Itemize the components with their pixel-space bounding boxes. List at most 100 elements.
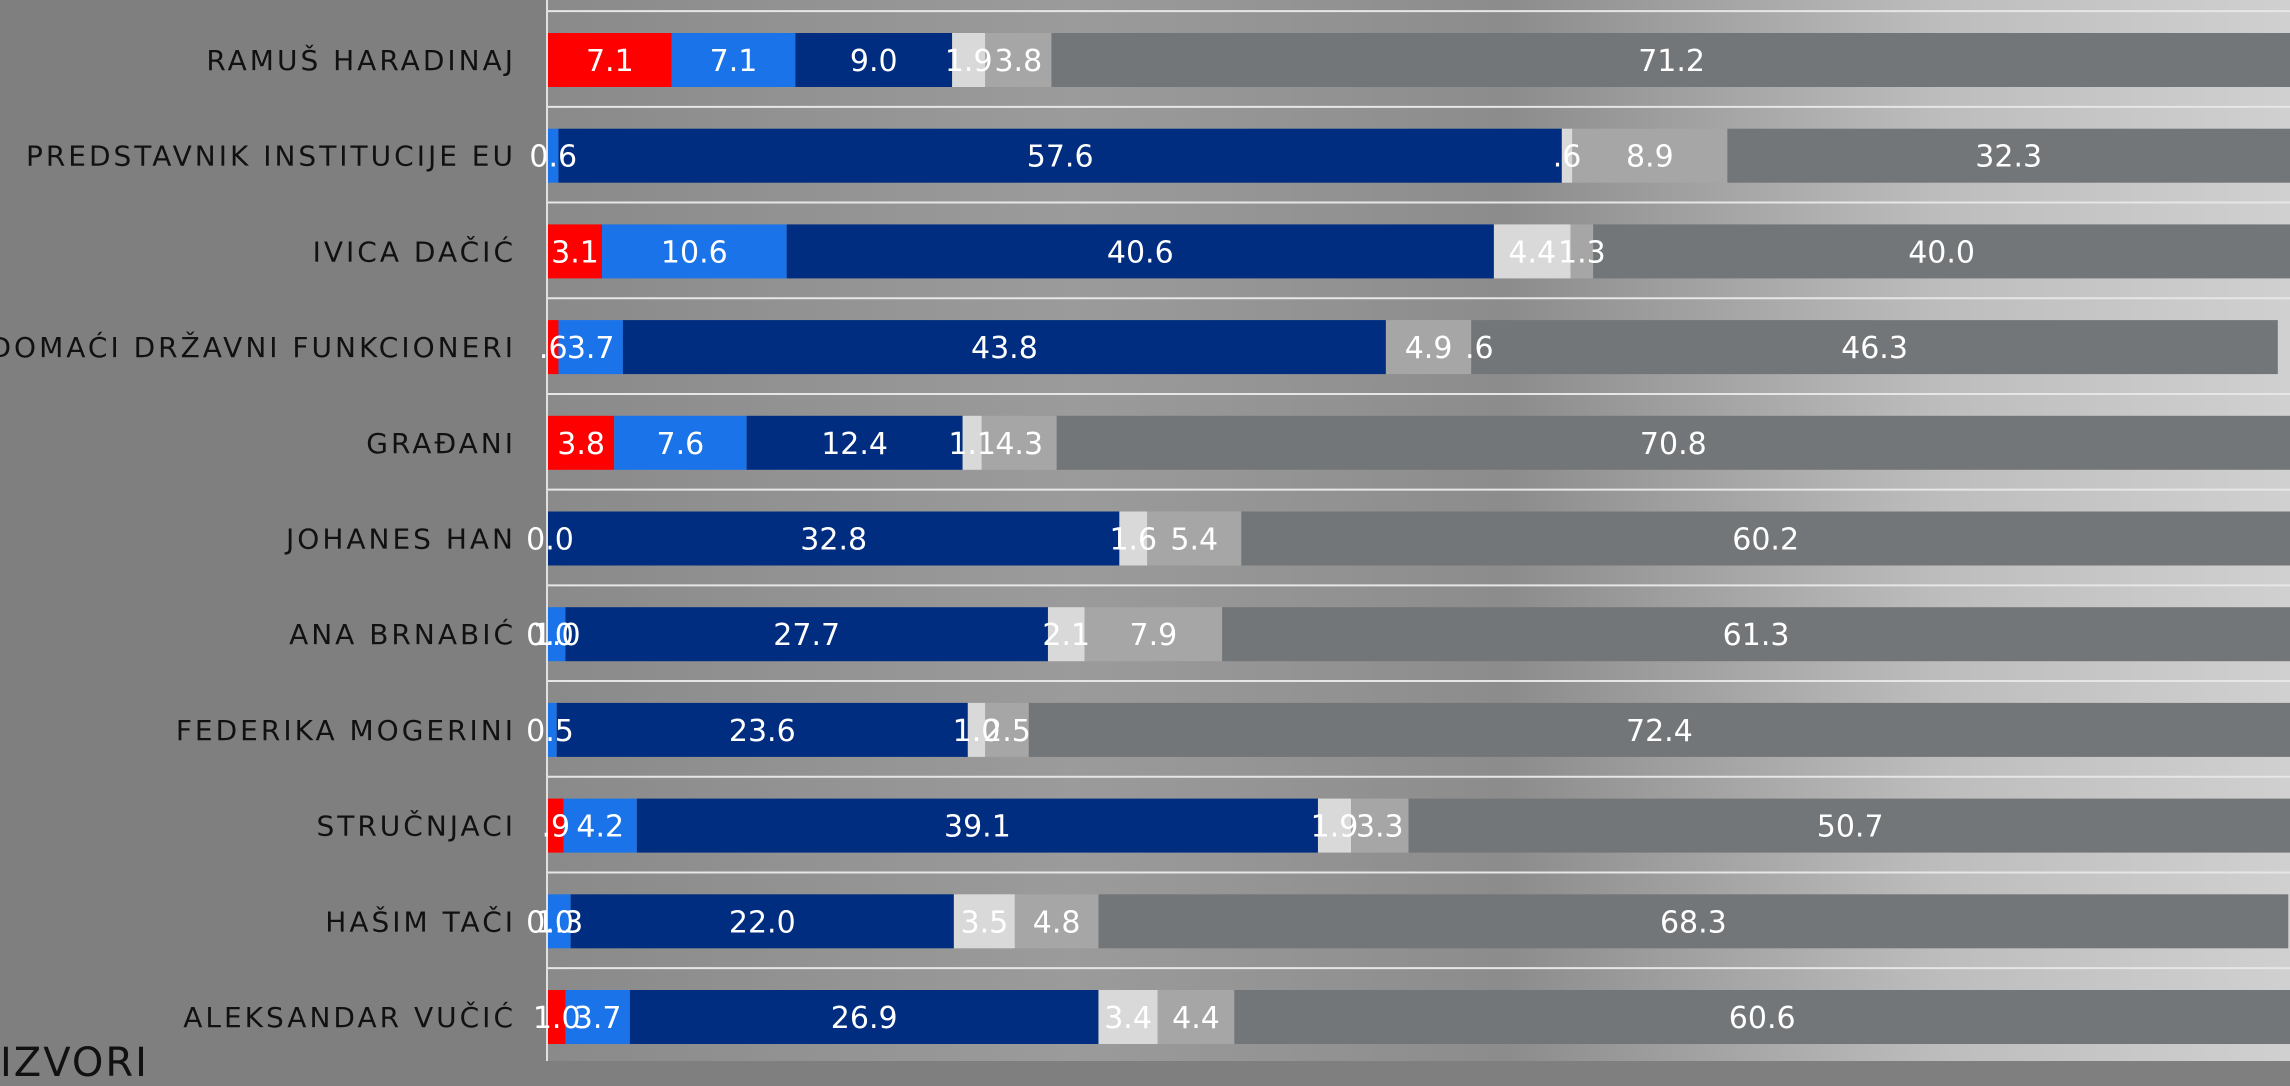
- category-label: PREDSTAVNIK INSTITUCIJE EU: [26, 140, 516, 173]
- bar-segment: [548, 798, 564, 853]
- bar-segment: [548, 990, 566, 1044]
- bar-segment: [622, 320, 1386, 375]
- value-label: 4.2: [576, 810, 624, 845]
- value-label: 2.1: [1042, 618, 1090, 653]
- bar-segment: [1570, 224, 1594, 279]
- bar-segment: [636, 798, 1318, 853]
- category-label: RAMUŠ HARADINAJ: [206, 43, 516, 77]
- value-label: 1.0: [533, 1001, 581, 1036]
- value-label: 61.3: [1723, 618, 1790, 653]
- bar-segment: [795, 33, 953, 87]
- value-label: 32.8: [800, 523, 867, 558]
- value-label: 4.9: [1405, 331, 1453, 366]
- bar-segment: [1047, 607, 1085, 662]
- bar-segment: [548, 320, 559, 375]
- value-label: .6: [539, 331, 568, 366]
- value-label: 40.0: [1908, 235, 1975, 270]
- bar-segment: [548, 224, 603, 279]
- value-label: 22.0: [729, 905, 796, 940]
- value-label: 26.9: [831, 1001, 898, 1036]
- value-label: 12.4: [821, 427, 888, 462]
- category-label: JOHANES HAN: [284, 523, 516, 556]
- category-label: HAŠIM TAČI: [325, 904, 516, 938]
- bar-segment: [1119, 511, 1148, 566]
- bar-segment: [1493, 224, 1571, 279]
- category-label: ANA BRNABIĆ: [289, 617, 516, 651]
- value-label: 1.0: [533, 618, 581, 653]
- corner-caption: IZVORI: [0, 1040, 149, 1086]
- value-label: 50.7: [1817, 810, 1884, 845]
- category-label: FEDERIKA MOGERINI: [176, 714, 516, 747]
- value-label: 70.8: [1640, 427, 1707, 462]
- value-label: 3.1: [551, 235, 599, 270]
- category-label: GRAĐANI: [366, 427, 516, 460]
- bar-segment: [1471, 320, 2278, 375]
- bar-segment: [565, 990, 630, 1044]
- value-label: .6: [1553, 140, 1582, 175]
- bar-segment: [985, 702, 1029, 757]
- category-label: IVICA DAČIĆ: [313, 234, 516, 268]
- bar-segment: [746, 415, 963, 470]
- value-label: 46.3: [1841, 331, 1908, 366]
- value-label: 3.3: [1356, 810, 1404, 845]
- value-label: 1.3: [535, 905, 583, 940]
- bar-segment: [1351, 798, 1409, 853]
- bar-segment: [1222, 607, 2290, 662]
- bar-segment: [1385, 320, 1472, 375]
- bar-segment: [1572, 128, 1728, 183]
- value-label: 4.3: [995, 427, 1043, 462]
- value-label: 7.1: [710, 44, 758, 79]
- bar-segment: [629, 990, 1099, 1044]
- bar-segment: [1317, 798, 1352, 853]
- bar-segment: [565, 607, 1048, 662]
- bar-segment: [1084, 607, 1223, 662]
- value-label: .6: [1465, 331, 1494, 366]
- value-label: 0.0: [526, 905, 574, 940]
- bar-segment: [1593, 224, 2290, 279]
- bar-segment: [548, 894, 571, 949]
- bar-segment: [985, 33, 1052, 87]
- value-label: 27.7: [773, 618, 840, 653]
- bar-segment: [1727, 128, 2290, 183]
- value-label: 7.1: [586, 44, 634, 79]
- value-label: 39.1: [944, 810, 1011, 845]
- value-label: 2.5: [983, 714, 1031, 749]
- bar-segment: [1051, 33, 2290, 87]
- bar-segment: [786, 224, 1494, 279]
- value-label: 71.2: [1638, 44, 1705, 79]
- value-label: 1.6: [1109, 523, 1157, 558]
- bar-segment: [1056, 415, 2290, 470]
- bar-segment: [1098, 894, 2289, 949]
- bar-segment: [953, 894, 1015, 949]
- bar-segment: [1098, 990, 1158, 1044]
- value-label: 1.3: [1558, 235, 1606, 270]
- value-label: 57.6: [1027, 140, 1094, 175]
- value-label: 3.8: [557, 427, 605, 462]
- bar-segment: [548, 511, 1120, 566]
- category-label: DOMAĆI DRŽAVNI FUNKCIONERI: [0, 330, 516, 364]
- value-label: 0.0: [526, 523, 574, 558]
- value-label: 7.9: [1129, 618, 1177, 653]
- value-label: 4.4: [1172, 1001, 1220, 1036]
- value-label: 1.0: [953, 714, 1001, 749]
- bar-segment: [570, 894, 954, 949]
- value-label: 3.8: [994, 44, 1042, 79]
- bar-segment: [1241, 511, 2290, 566]
- bar-segment: [1147, 511, 1242, 566]
- bar-segment: [962, 415, 982, 470]
- bar-segment: [556, 702, 968, 757]
- value-label: 5.4: [1170, 523, 1218, 558]
- bar-segment: [671, 33, 796, 87]
- bar-segment: [1408, 798, 2290, 853]
- value-label: 60.2: [1732, 523, 1799, 558]
- bar-segment: [558, 320, 623, 375]
- value-label: 3.7: [567, 331, 615, 366]
- bar-segment: [558, 128, 1562, 183]
- value-label: 72.4: [1626, 714, 1693, 749]
- bar-segment: [981, 415, 1057, 470]
- value-label: 40.6: [1107, 235, 1174, 270]
- value-label: 8.9: [1626, 140, 1674, 175]
- value-label: 3.7: [574, 1001, 622, 1036]
- bar-segment: [1014, 894, 1099, 949]
- category-label: ALEKSANDAR VUČIĆ: [183, 1000, 516, 1034]
